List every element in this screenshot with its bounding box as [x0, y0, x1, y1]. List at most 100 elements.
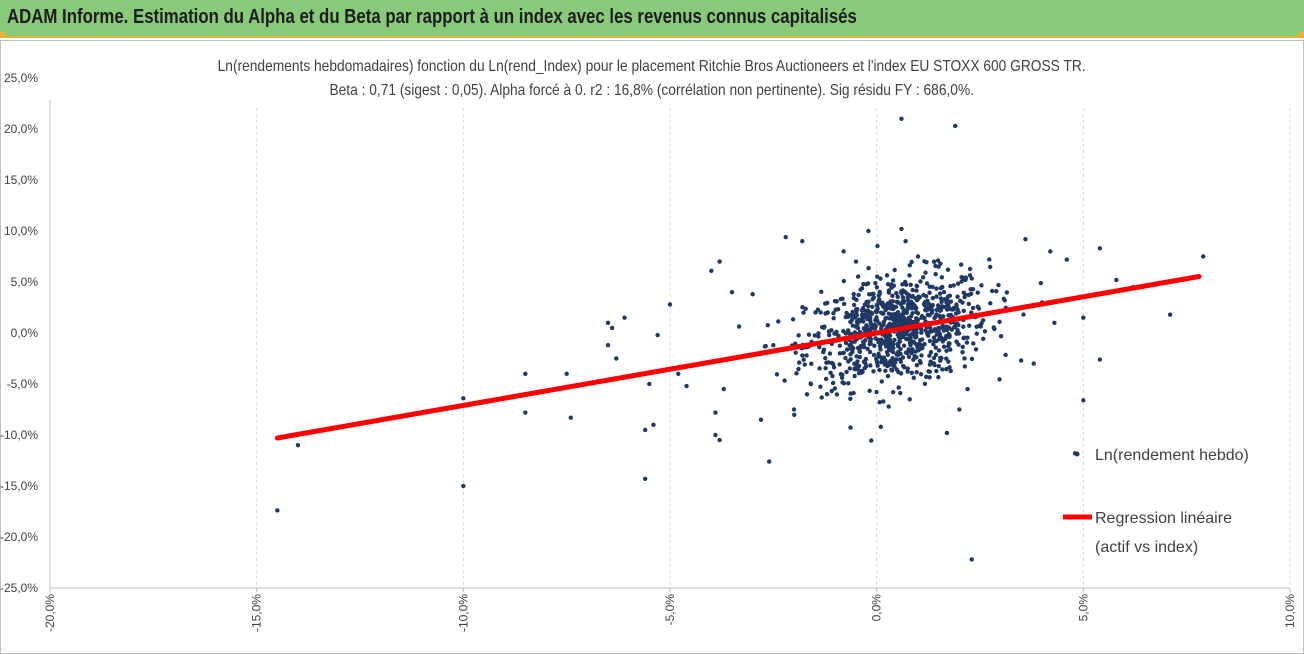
scatter-point [821, 347, 827, 352]
scatter-point [865, 310, 870, 315]
scatter-point [1038, 280, 1044, 286]
scatter-point [936, 364, 942, 369]
x-tick-label: -20,0% [43, 594, 57, 632]
scatter-point [866, 292, 872, 297]
scatter-point [898, 330, 904, 335]
scatter-point [729, 290, 735, 295]
scatter-point [844, 369, 849, 375]
scatter-point [939, 335, 944, 340]
x-tick-label: -5,0% [663, 594, 677, 626]
scatter-point [923, 293, 929, 299]
scatter-point [901, 319, 907, 325]
scatter-point [939, 355, 944, 361]
scatter-point [853, 307, 859, 312]
scatter-point [987, 257, 992, 262]
scatter-point [872, 322, 877, 327]
scatter-cluster [736, 243, 1044, 443]
scatter-point [961, 324, 966, 329]
scatter-point [852, 339, 858, 344]
scatter-point [852, 366, 857, 371]
scatter-point [918, 372, 924, 377]
scatter-point [884, 273, 890, 278]
scatter-point [869, 311, 874, 316]
scatter-point [933, 352, 939, 357]
scatter-point [971, 341, 976, 346]
scatter-point [974, 331, 979, 336]
scatter-point [908, 282, 913, 288]
scatter-point [823, 355, 828, 361]
header-banner: ADAM Informe. Estimation du Alpha et du … [0, 0, 1304, 38]
scatter-point [988, 264, 993, 270]
scatter-point [923, 328, 928, 333]
scatter-point [667, 302, 673, 307]
scatter-point [856, 292, 861, 298]
scatter-point [908, 314, 914, 319]
report-title: ADAM Informe. Estimation du Alpha et du … [7, 6, 857, 28]
scatter-point [831, 316, 836, 321]
scatter-point [909, 370, 914, 376]
scatter-point [868, 318, 873, 323]
scatter-point [872, 343, 877, 348]
scatter-point [750, 292, 755, 297]
scatter-point [871, 369, 876, 374]
scatter-point [940, 339, 946, 344]
scatter-point [852, 361, 857, 366]
scatter-point [622, 315, 627, 320]
scatter-point [914, 288, 919, 293]
scatter-point [870, 296, 875, 302]
scatter-point [929, 310, 935, 315]
scatter-point [955, 328, 960, 333]
y-tick-label: 10,0% [4, 224, 38, 238]
scatter-point [891, 349, 896, 355]
scatter-point [947, 365, 952, 370]
legend-label-regression-line2: (actif vs index) [1095, 539, 1198, 556]
y-tick-label: -15,0% [0, 479, 38, 493]
scatter-point [925, 312, 931, 318]
scatter-point [891, 345, 896, 351]
scatter-point [717, 259, 722, 264]
scatter-point [888, 299, 893, 304]
scatter-point [948, 283, 953, 289]
scatter-point [936, 375, 941, 380]
scatter-point [874, 274, 880, 279]
scatter-point [914, 309, 919, 315]
scatter-point [874, 302, 879, 308]
scatter-point [828, 370, 833, 375]
scatter-point [955, 321, 960, 327]
scatter-point [907, 397, 912, 402]
scatter-point [848, 346, 854, 351]
scatter-point [906, 298, 911, 303]
scatter-point [809, 361, 814, 366]
scatter-point [937, 313, 942, 319]
scatter-point [1004, 290, 1010, 295]
scatter-point [895, 294, 900, 300]
scatter-point [823, 376, 829, 382]
scatter-point [863, 325, 868, 331]
scatter-point [900, 305, 905, 311]
scatter-point [863, 338, 868, 343]
scatter-point [852, 315, 858, 320]
scatter-point [933, 328, 938, 333]
scatter-point [888, 306, 894, 311]
scatter-point [804, 392, 810, 397]
scatter-point [931, 342, 936, 347]
scatter-point [969, 557, 974, 562]
scatter-point [867, 349, 873, 355]
scatter-point [859, 368, 864, 374]
scatter-point [834, 392, 840, 397]
y-tick-label: -20,0% [0, 530, 38, 544]
scatter-point [916, 348, 921, 353]
scatter-point [771, 343, 776, 348]
scatter-point [614, 356, 619, 361]
scatter-point [874, 285, 880, 290]
scatter-point [896, 369, 901, 375]
scatter-point [915, 344, 920, 350]
scatter-point [887, 321, 893, 327]
scatter-point [858, 287, 863, 292]
scatter-point [823, 366, 828, 371]
scatter-point [953, 311, 959, 316]
scatter-point [933, 271, 938, 277]
scatter-point [934, 368, 939, 374]
scatter-point [957, 407, 962, 412]
scatter-point [841, 249, 846, 254]
